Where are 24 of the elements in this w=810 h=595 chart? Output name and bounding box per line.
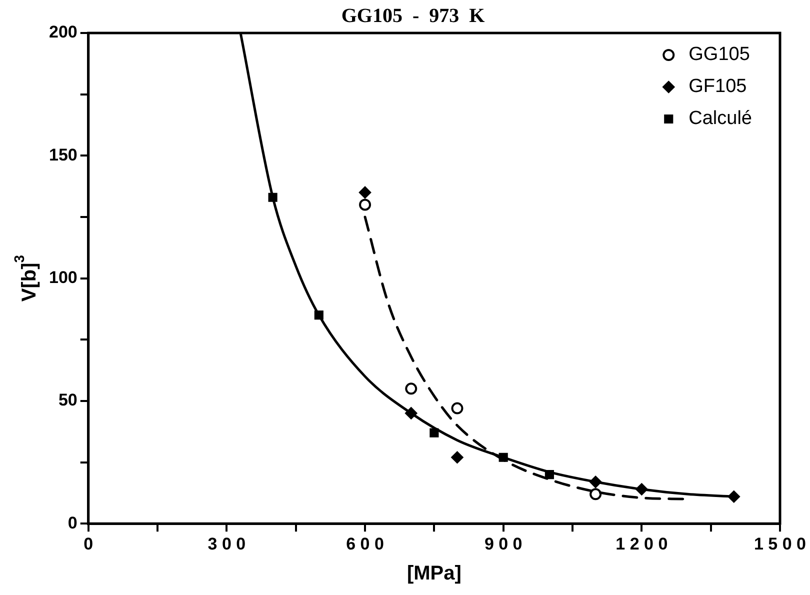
chart-title: GG105 - 973 K bbox=[341, 5, 486, 28]
point bbox=[451, 402, 464, 414]
x-axis-title: [MPa] bbox=[406, 562, 462, 585]
x-tick-label: 9 0 0 bbox=[484, 534, 522, 554]
y-tick-label: 150 bbox=[48, 145, 78, 164]
point bbox=[359, 198, 372, 211]
point bbox=[430, 428, 439, 438]
y-tick-label: 100 bbox=[48, 268, 78, 287]
y-tick-label: 200 bbox=[48, 22, 78, 42]
y-tick-label: 50 bbox=[58, 390, 78, 410]
legend-label: GG105 bbox=[688, 44, 750, 66]
y-tick-label: 0 bbox=[68, 513, 78, 532]
legend-label: GF105 bbox=[688, 76, 747, 98]
point bbox=[405, 382, 418, 395]
x-tick-label: 0 bbox=[84, 534, 94, 554]
point bbox=[451, 451, 464, 464]
point bbox=[359, 186, 372, 198]
x-tick-label: 1 5 0 0 bbox=[754, 534, 806, 554]
x-tick-label: 1 2 0 0 bbox=[616, 534, 668, 554]
x-tick-label: 6 0 0 bbox=[346, 534, 384, 554]
legend-label: Calculé bbox=[688, 108, 752, 130]
x-tick-label: 3 0 0 bbox=[208, 534, 246, 554]
point bbox=[590, 488, 602, 500]
y-axis-title: V[b]3 bbox=[10, 254, 41, 302]
